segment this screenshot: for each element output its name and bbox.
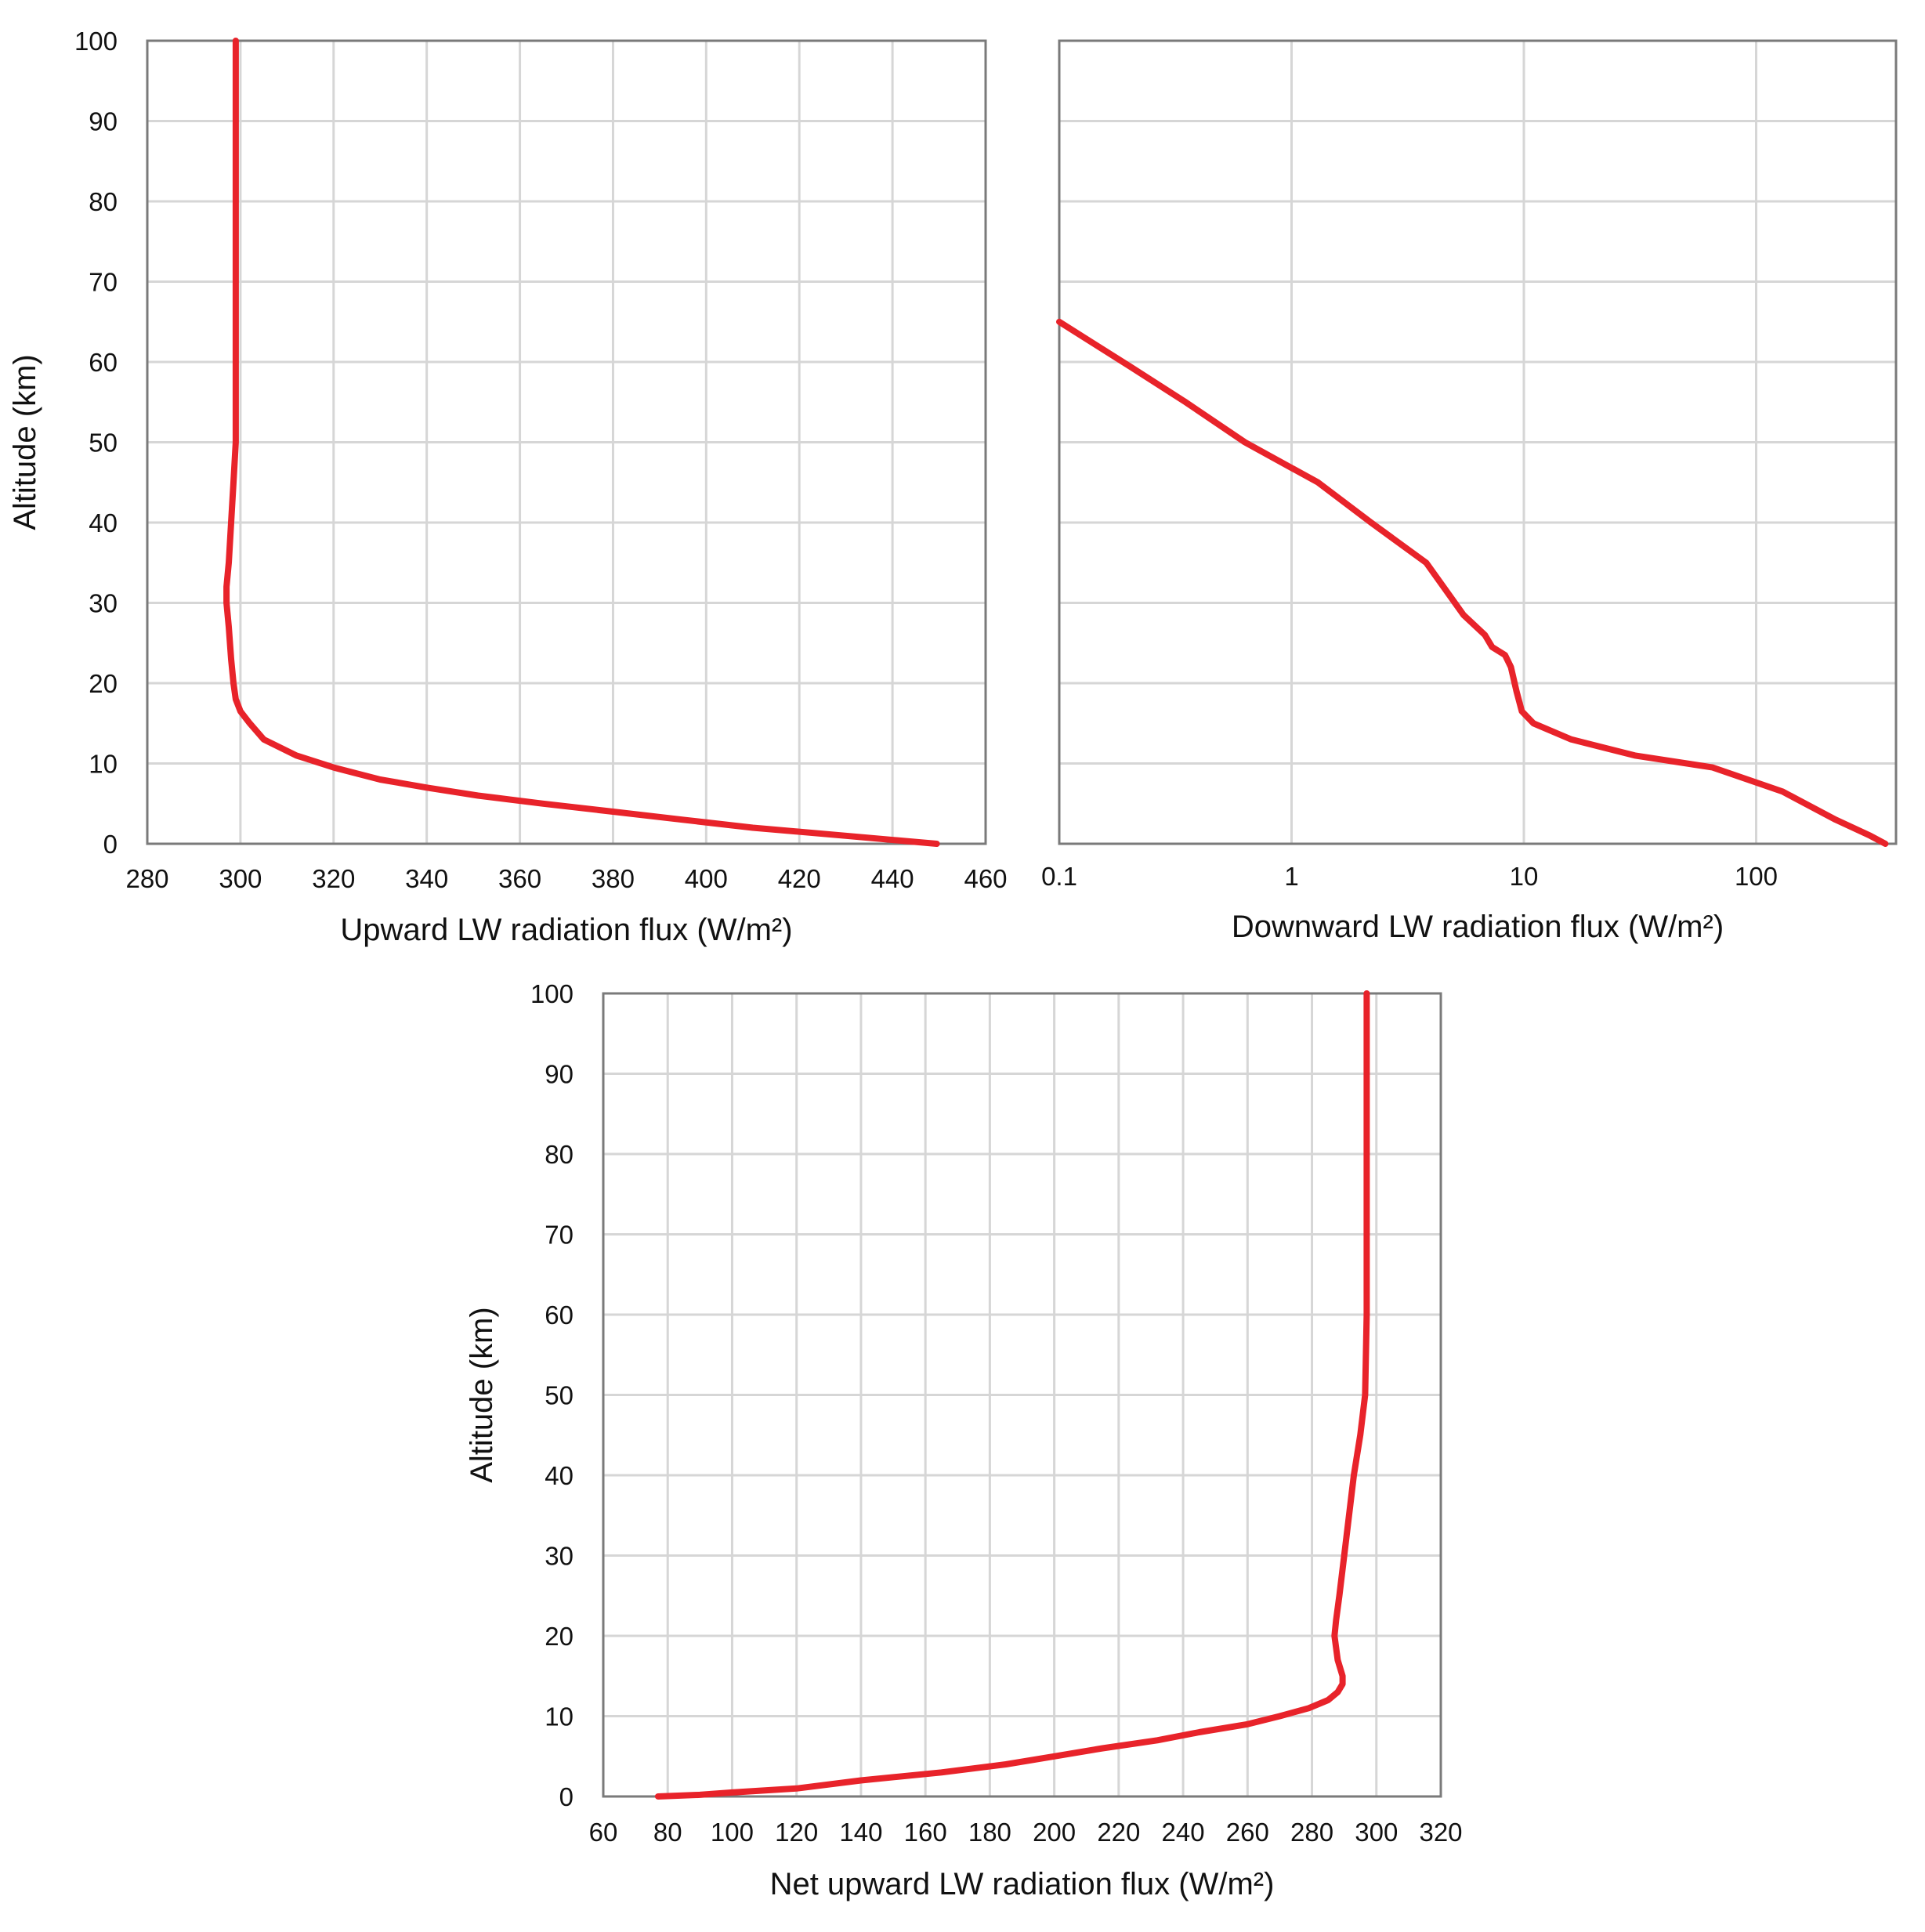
- y-tick-label: 80: [545, 1140, 574, 1169]
- y-tick-label: 70: [545, 1221, 574, 1250]
- y-tick-label: 40: [89, 508, 118, 537]
- x-tick-label: 200: [1033, 1818, 1076, 1847]
- x-tick-label: 260: [1226, 1818, 1269, 1847]
- x-tick-label: 140: [839, 1818, 882, 1847]
- plot-frame: [602, 992, 1442, 1798]
- y-axis-title: Altitude (km): [465, 1307, 499, 1483]
- x-tick-label: 0.1: [1041, 862, 1077, 891]
- x-axis-title: Net upward LW radiation flux (W/m²): [770, 1867, 1275, 1901]
- y-tick-label: 20: [545, 1622, 574, 1651]
- x-axis-title: Upward LW radiation flux (W/m²): [340, 913, 792, 947]
- y-tick-label: 30: [545, 1542, 574, 1571]
- y-tick-label: 20: [89, 669, 118, 698]
- x-tick-label: 160: [904, 1818, 947, 1847]
- y-tick-label: 0: [559, 1782, 574, 1811]
- y-tick-label: 60: [89, 348, 118, 377]
- x-axis-title: Downward LW radiation flux (W/m²): [1232, 910, 1724, 944]
- y-tick-label: 0: [103, 830, 118, 859]
- y-tick-label: 50: [545, 1381, 574, 1410]
- x-tick-label: 420: [778, 864, 821, 893]
- y-tick-label: 80: [89, 187, 118, 216]
- y-tick-label: 90: [545, 1060, 574, 1089]
- series-line: [1056, 318, 1889, 847]
- x-tick-label: 240: [1162, 1818, 1205, 1847]
- x-tick-label: 400: [685, 864, 728, 893]
- x-tick-label: 120: [775, 1818, 818, 1847]
- x-tick-label: 380: [592, 864, 635, 893]
- x-tick-label: 60: [589, 1818, 618, 1847]
- x-tick-label: 280: [1290, 1818, 1333, 1847]
- x-tick-label: 440: [871, 864, 914, 893]
- x-tick-label: 280: [125, 864, 168, 893]
- x-tick-label: 300: [1355, 1818, 1398, 1847]
- x-tick-label: 460: [964, 864, 1007, 893]
- y-tick-label: 10: [545, 1702, 574, 1731]
- x-tick-label: 100: [711, 1818, 754, 1847]
- series-line: [654, 990, 1370, 1800]
- y-tick-label: 100: [530, 979, 574, 1008]
- x-tick-label: 340: [405, 864, 448, 893]
- y-axis-title: Altitude (km): [8, 354, 42, 530]
- y-tick-label: 30: [89, 589, 118, 618]
- x-tick-label: 1: [1284, 862, 1298, 891]
- y-tick-label: 100: [74, 27, 118, 56]
- x-tick-label: 320: [1419, 1818, 1462, 1847]
- y-tick-label: 90: [89, 107, 118, 136]
- y-tick-label: 10: [89, 750, 118, 779]
- x-tick-label: 220: [1097, 1818, 1140, 1847]
- x-tick-label: 80: [653, 1818, 682, 1847]
- x-tick-label: 360: [498, 864, 541, 893]
- upward-flux-chart: 280 300 320 340 360 380 400 420 440 460 0 10 20 30 40 5…: [8, 27, 1008, 947]
- y-tick-label: 50: [89, 429, 118, 458]
- y-tick-label: 40: [545, 1461, 574, 1490]
- x-tick-label: 10: [1510, 862, 1539, 891]
- x-tick-label: 100: [1735, 862, 1778, 891]
- y-tick-label: 70: [89, 268, 118, 297]
- series-line: [223, 38, 940, 847]
- x-tick-label: 180: [968, 1818, 1011, 1847]
- plot-frame: [1058, 39, 1898, 845]
- plot-frame: [146, 39, 987, 845]
- x-tick-label: 300: [219, 864, 262, 893]
- downward-flux-chart: 0.1 1 10 100 Downward LW radiation flux (W/m…: [1041, 39, 1898, 944]
- net-upward-flux-chart: 60 80 100 120 140 160 180 200 220 240 260 280 300 320…: [465, 979, 1463, 1901]
- x-tick-label: 320: [312, 864, 355, 893]
- y-tick-label: 60: [545, 1301, 574, 1330]
